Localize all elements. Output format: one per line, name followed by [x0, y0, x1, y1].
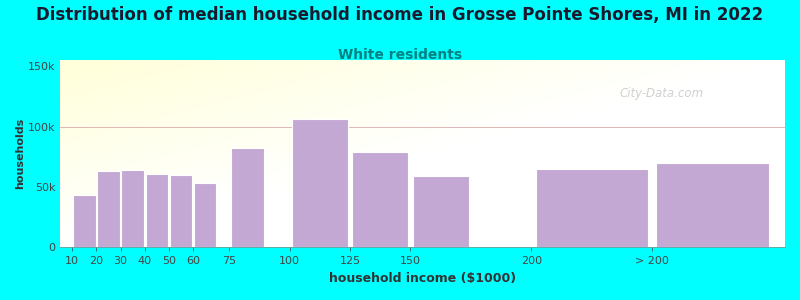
Text: Distribution of median household income in Grosse Pointe Shores, MI in 2022: Distribution of median household income …: [37, 6, 763, 24]
Bar: [535, 169, 648, 248]
Bar: [98, 171, 120, 248]
Bar: [656, 163, 769, 248]
Text: City-Data.com: City-Data.com: [620, 87, 704, 100]
Text: White residents: White residents: [338, 48, 462, 62]
Bar: [146, 174, 168, 248]
Bar: [122, 170, 144, 248]
Bar: [230, 148, 264, 247]
Bar: [194, 183, 216, 247]
Bar: [170, 175, 192, 247]
Bar: [413, 176, 469, 248]
Y-axis label: households: households: [15, 118, 25, 189]
Bar: [73, 195, 95, 248]
X-axis label: household income ($1000): household income ($1000): [329, 272, 516, 285]
Bar: [292, 119, 348, 248]
Bar: [352, 152, 408, 248]
